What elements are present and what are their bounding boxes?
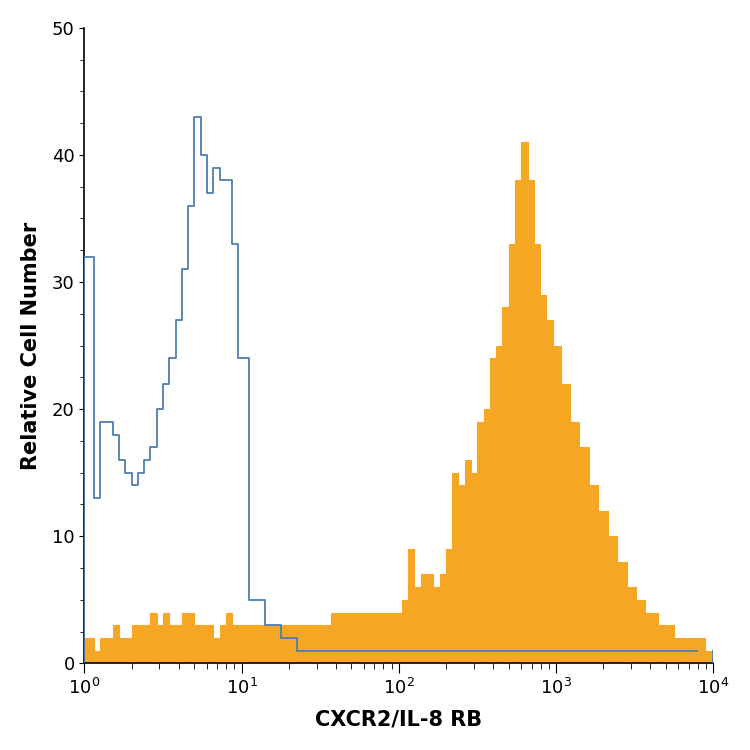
X-axis label: CXCR2/IL-8 RB: CXCR2/IL-8 RB xyxy=(315,710,482,729)
Y-axis label: Relative Cell Number: Relative Cell Number xyxy=(21,221,40,470)
